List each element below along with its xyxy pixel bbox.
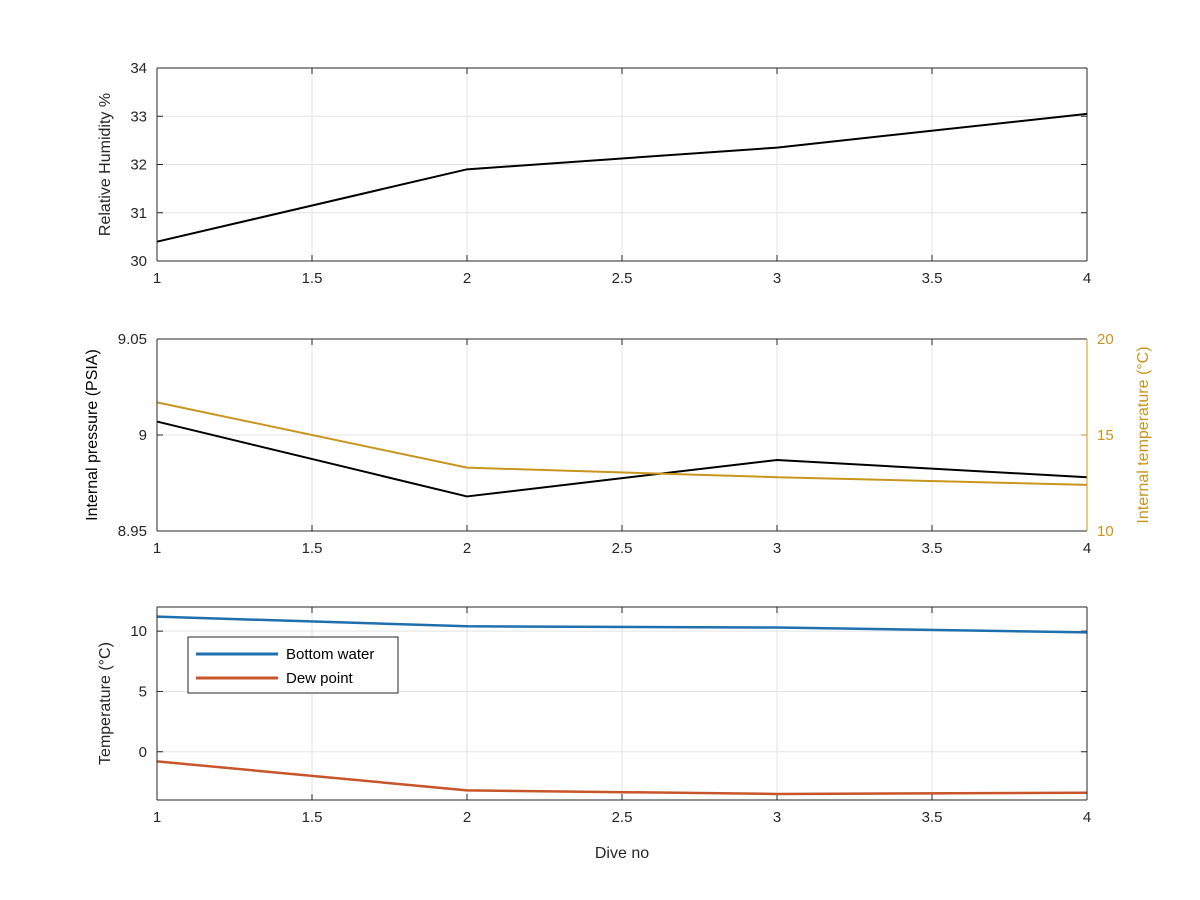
x-tick-label: 1 [153, 809, 161, 826]
series-1-line [156, 112, 1088, 243]
x-tick-label: 4 [1083, 540, 1091, 557]
y-tick-label: 0 [139, 744, 147, 761]
y-tick-label: 5 [139, 683, 147, 700]
x-tick-label: 2.5 [612, 809, 633, 826]
panel-3: 1 1.5 2 2.5 3 3.5 4 0 5 10 Temperature (°C) Dive no… [97, 606, 1091, 862]
y-tick-label: 30 [130, 253, 147, 270]
x-tick-label: 3 [773, 270, 781, 287]
x-tick-label: 3.5 [922, 809, 943, 826]
y-tick-label: 34 [130, 60, 147, 77]
x-tick-label: 3.5 [922, 540, 943, 557]
series-2-line [156, 401, 1088, 486]
x-tick-label: 4 [1083, 270, 1091, 287]
y-axis-label: Internal pressure (PSIA) [84, 349, 101, 521]
y-axis-label: Relative Humidity % [97, 93, 114, 236]
y2-tick-label: 15 [1097, 427, 1114, 444]
x-tick-label: 2 [463, 809, 471, 826]
y-tick-label: 33 [130, 108, 147, 125]
legend-box [187, 636, 399, 694]
x-tick-label: 1 [153, 540, 161, 557]
panel-1: 1 1.5 2 2.5 3 3.5 4 30 31 32 33 34 Relative Humidity… [97, 60, 1091, 287]
x-tick-label: 3 [773, 809, 781, 826]
series-1-line [156, 420, 1088, 498]
y-tick-label: 8.95 [118, 523, 147, 540]
x-tick-label: 3.5 [922, 270, 943, 287]
y-axis-label: Temperature (°C) [97, 642, 114, 765]
x-axis-label: Dive no [595, 845, 649, 862]
y-tick-label: 9.05 [118, 331, 147, 348]
y-tick-label: 9 [139, 427, 147, 444]
bottom-water-line [156, 615, 1088, 634]
x-tick-label: 2.5 [612, 540, 633, 557]
x-tick-label: 1.5 [302, 809, 323, 826]
x-tick-label: 2 [463, 540, 471, 557]
legend-entry: Dew point [286, 670, 354, 687]
legend-entry: Bottom water [286, 646, 374, 663]
panel-2: 1 1.5 2 2.5 3 3.5 4 8.95 9 9.05 10 15 20 Internal pre… [84, 331, 1152, 557]
x-tick-label: 2.5 [612, 270, 633, 287]
x-tick-label: 1.5 [302, 540, 323, 557]
x-tick-label: 2 [463, 270, 471, 287]
legend: Bottom water Dew point [187, 636, 399, 694]
x-tick-label: 3 [773, 540, 781, 557]
x-tick-label: 4 [1083, 809, 1091, 826]
x-tick-label: 1 [153, 270, 161, 287]
y2-tick-label: 20 [1097, 331, 1114, 348]
y-tick-label: 10 [130, 623, 147, 640]
y-tick-label: 32 [130, 157, 147, 174]
dew-point-line [156, 760, 1088, 796]
y2-tick-label: 10 [1097, 523, 1114, 540]
x-tick-label: 1.5 [302, 270, 323, 287]
y-tick-label: 31 [130, 205, 147, 222]
y2-axis-label: Internal temperature (°C) [1135, 346, 1152, 523]
